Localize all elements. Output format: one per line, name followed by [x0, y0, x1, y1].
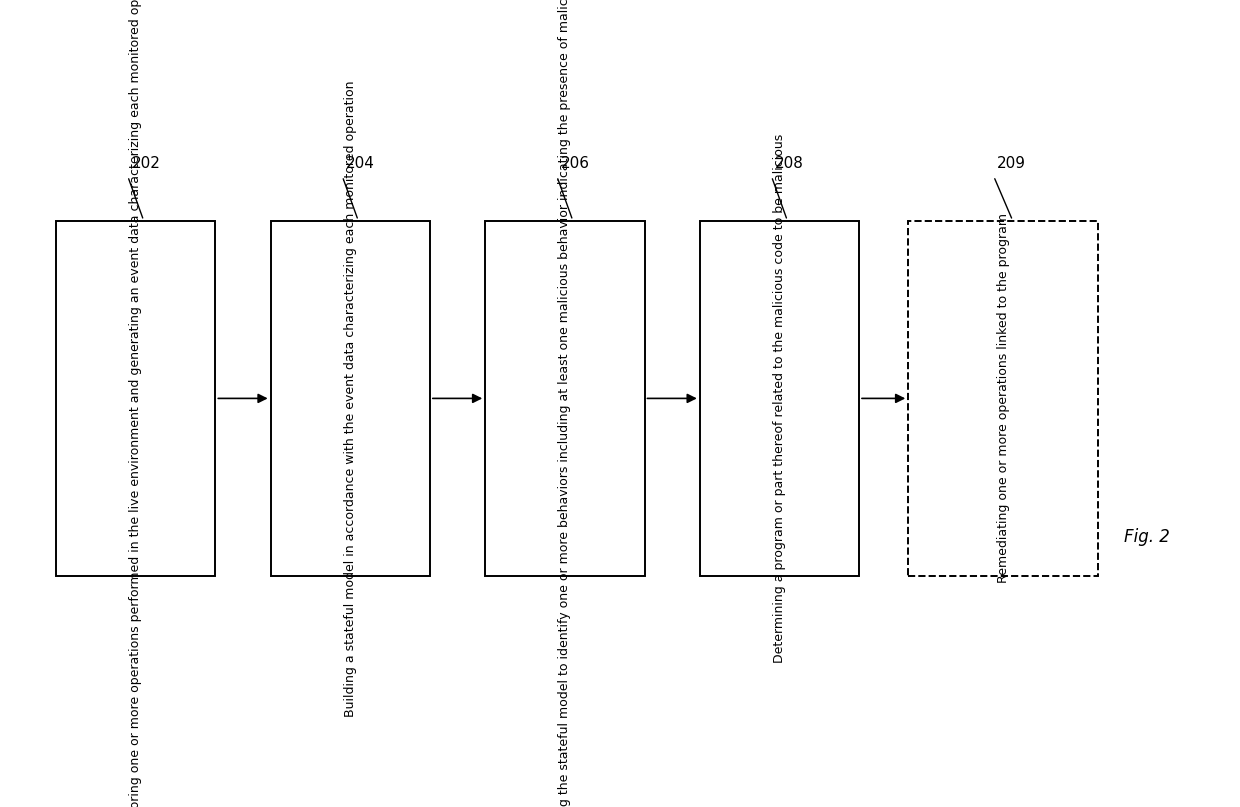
Text: Remediating one or more operations linked to the program: Remediating one or more operations linke… — [997, 213, 1009, 583]
Text: 202: 202 — [131, 157, 160, 171]
Text: 204: 204 — [346, 157, 374, 171]
Text: 206: 206 — [560, 157, 589, 171]
Bar — [485, 220, 645, 576]
Bar — [56, 220, 216, 576]
Bar — [699, 220, 859, 576]
Text: Fig. 2: Fig. 2 — [1125, 528, 1171, 546]
Text: Analyzing the stateful model to identify one or more behaviors including at leas: Analyzing the stateful model to identify… — [558, 0, 572, 807]
Bar — [908, 220, 1099, 576]
Text: Determining a program or part thereof related to the malicious code to be malici: Determining a program or part thereof re… — [773, 134, 786, 663]
Text: Building a stateful model in accordance with the event data characterizing each : Building a stateful model in accordance … — [343, 80, 357, 717]
Text: Monitoring one or more operations performed in the live environment and generati: Monitoring one or more operations perfor… — [129, 0, 143, 807]
Text: 209: 209 — [997, 157, 1027, 171]
Text: 208: 208 — [775, 157, 804, 171]
Bar — [270, 220, 430, 576]
